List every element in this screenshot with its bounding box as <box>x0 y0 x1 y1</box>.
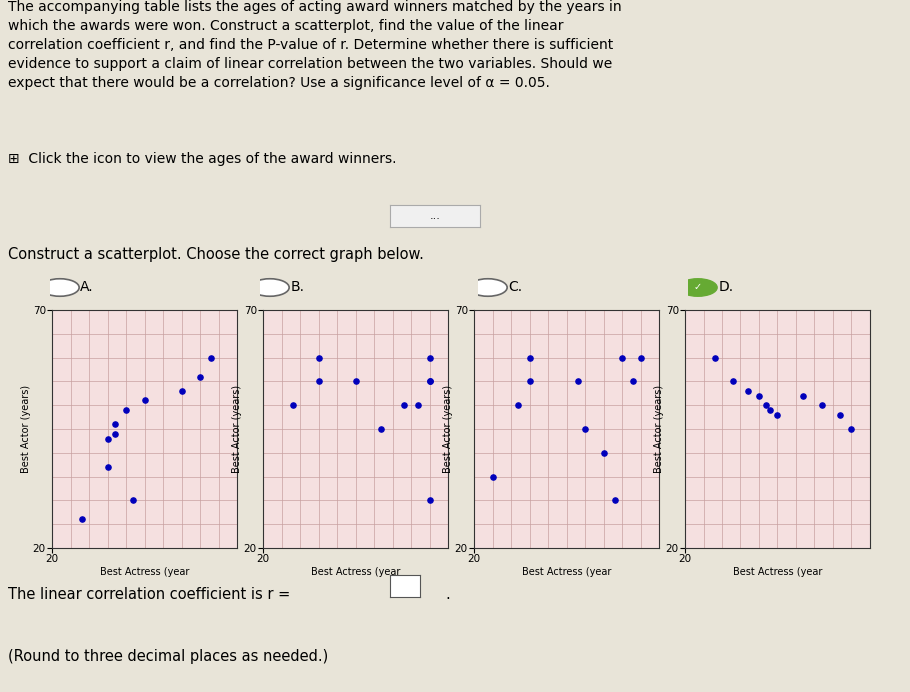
Circle shape <box>469 279 507 296</box>
Point <box>107 419 122 430</box>
Point <box>100 462 115 473</box>
Point <box>422 376 437 387</box>
Point <box>174 385 188 397</box>
Point <box>726 376 741 387</box>
Point <box>422 352 437 363</box>
Point <box>578 424 592 435</box>
Text: C.: C. <box>509 280 522 295</box>
Point <box>796 390 811 401</box>
Point <box>75 514 89 525</box>
Point <box>107 428 122 439</box>
Text: D.: D. <box>718 280 733 295</box>
Text: ⊞  Click the icon to view the ages of the award winners.: ⊞ Click the icon to view the ages of the… <box>8 152 397 166</box>
Point <box>286 400 300 411</box>
Point <box>741 385 755 397</box>
Circle shape <box>41 279 79 296</box>
Point <box>193 371 207 382</box>
Point <box>137 395 152 406</box>
Text: Construct a scatterplot. Choose the correct graph below.: Construct a scatterplot. Choose the corr… <box>8 246 424 262</box>
Text: (Round to three decimal places as needed.): (Round to three decimal places as needed… <box>8 649 329 664</box>
Point <box>522 376 537 387</box>
Point <box>397 400 411 411</box>
Text: ...: ... <box>430 211 440 221</box>
Y-axis label: Best Actor (years): Best Actor (years) <box>232 385 242 473</box>
Circle shape <box>679 279 717 296</box>
Point <box>374 424 389 435</box>
Text: .: . <box>445 587 450 601</box>
Point <box>204 352 218 363</box>
Point <box>126 495 141 506</box>
Point <box>707 352 722 363</box>
Point <box>571 376 585 387</box>
Text: ✓: ✓ <box>693 282 702 293</box>
Point <box>834 409 848 420</box>
Text: The linear correlation coefficient is r =: The linear correlation coefficient is r … <box>8 587 290 601</box>
Point <box>118 404 133 415</box>
X-axis label: Best Actress (year: Best Actress (year <box>311 567 400 577</box>
Point <box>422 376 437 387</box>
X-axis label: Best Actress (year: Best Actress (year <box>733 567 823 577</box>
Y-axis label: Best Actor (years): Best Actor (years) <box>21 385 31 473</box>
Point <box>752 390 766 401</box>
Y-axis label: Best Actor (years): Best Actor (years) <box>654 385 664 473</box>
Point <box>626 376 641 387</box>
Point <box>422 495 437 506</box>
Circle shape <box>250 279 289 296</box>
Point <box>633 352 648 363</box>
Point <box>596 447 611 458</box>
Point <box>763 404 777 415</box>
Point <box>615 352 630 363</box>
Point <box>607 495 622 506</box>
Point <box>522 352 537 363</box>
Point <box>411 400 426 411</box>
X-axis label: Best Actress (year: Best Actress (year <box>521 567 612 577</box>
Point <box>311 376 326 387</box>
Text: The accompanying table lists the ages of acting award winners matched by the yea: The accompanying table lists the ages of… <box>8 0 622 90</box>
Point <box>814 400 829 411</box>
X-axis label: Best Actress (year: Best Actress (year <box>100 567 189 577</box>
Point <box>770 409 784 420</box>
Point <box>485 471 500 482</box>
Point <box>511 400 526 411</box>
Y-axis label: Best Actor (years): Best Actor (years) <box>443 385 453 473</box>
Point <box>100 433 115 444</box>
Text: B.: B. <box>290 280 304 295</box>
Text: A.: A. <box>80 280 94 295</box>
Point <box>759 400 774 411</box>
Point <box>844 424 859 435</box>
Point <box>349 376 363 387</box>
Point <box>311 352 326 363</box>
